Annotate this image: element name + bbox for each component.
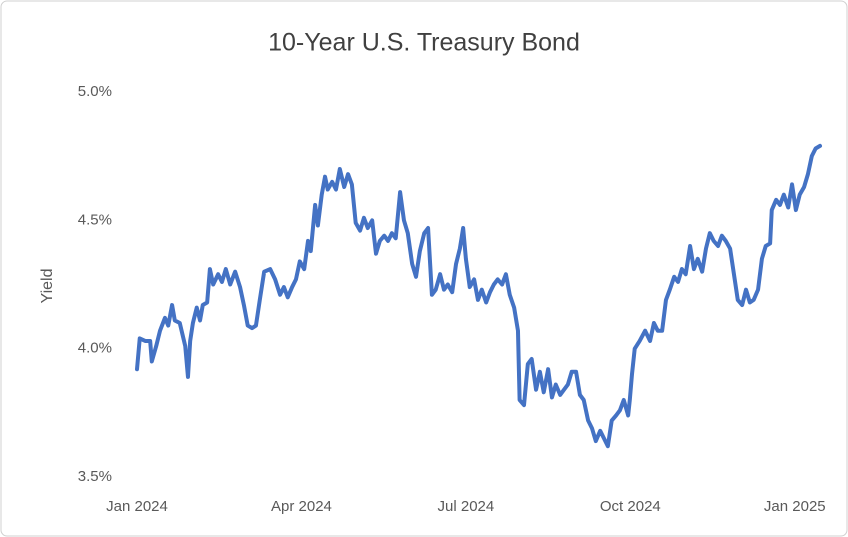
- y-tick-label: 3.5%: [78, 468, 112, 485]
- y-tick-label: 4.5%: [78, 211, 112, 228]
- y-axis-title: Yield: [39, 269, 56, 304]
- y-tick-label: 4.0%: [78, 340, 112, 357]
- x-tick-label: Jan 2024: [106, 498, 168, 515]
- yield-line: [135, 143, 822, 449]
- x-tick-label: Jul 2024: [438, 498, 495, 515]
- y-tick-label: 5.0%: [78, 83, 112, 100]
- x-tick-label: Jan 2025: [764, 498, 826, 515]
- chart-title: 10-Year U.S. Treasury Bond: [268, 29, 580, 57]
- x-tick-label: Oct 2024: [600, 498, 661, 515]
- x-tick-label: Apr 2024: [271, 498, 332, 515]
